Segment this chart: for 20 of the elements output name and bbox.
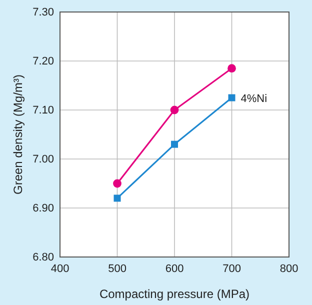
point — [114, 194, 121, 202]
y-tick-label: 7.20 — [32, 56, 54, 68]
y-tick-label: 7.30 — [32, 6, 54, 19]
x-tick-label: 800 — [280, 262, 298, 275]
series-label: 4%Ni — [240, 92, 268, 105]
y-tick-label: 7.00 — [32, 154, 54, 166]
x-tick-label: 600 — [165, 262, 184, 275]
y-axis-title: Green density (Mg/m³) — [11, 74, 25, 195]
point — [171, 140, 178, 148]
point — [170, 106, 179, 114]
point — [228, 94, 236, 102]
x-tick-label: 400 — [50, 262, 70, 275]
point — [113, 179, 122, 188]
y-tick-label: 7.10 — [32, 104, 54, 117]
x-axis-title: Compacting pressure (MPa) — [99, 287, 250, 301]
y-tick-label: 6.80 — [32, 252, 54, 264]
y-tick-label: 6.90 — [32, 202, 54, 215]
x-tick-label: 700 — [222, 262, 241, 275]
point — [228, 64, 236, 73]
x-tick-label: 500 — [108, 262, 126, 275]
